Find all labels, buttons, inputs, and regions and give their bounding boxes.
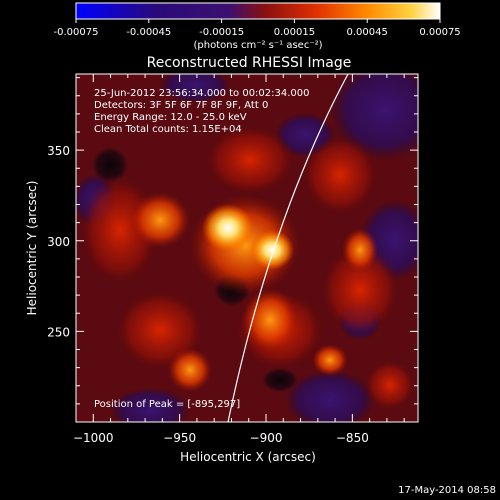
y-tick-label: 250: [47, 325, 70, 339]
info-line: Detectors: 3F 5F 6F 7F 8F 9F, Att 0: [94, 100, 268, 111]
footer-date: 17-May-2014 08:58: [398, 485, 496, 496]
info-line: Clean Total counts: 1.15E+04: [94, 124, 242, 135]
plot-frame: [75, 73, 419, 423]
colorbar-ticks: -0.00075 -0.00045 -0.00015 0.00015 0.00045 0.…: [54, 19, 461, 38]
y-axis-ticks: 250 300 350: [47, 77, 418, 405]
x-axis-label: Heliocentric X (arcsec): [180, 450, 316, 464]
solar-limb-line: [227, 74, 349, 422]
x-tick-label: −950: [163, 431, 196, 445]
colorbar-tick-label: 0.00075: [419, 27, 460, 38]
x-tick-label: −850: [336, 431, 369, 445]
colorbar-gradient: [75, 2, 441, 20]
observation-info: 25-Jun-2012 23:56:34.000 to 00:02:34.000…: [94, 88, 310, 135]
x-tick-label: −900: [250, 431, 283, 445]
plot-title: Reconstructed RHESSI Image: [147, 55, 352, 71]
colorbar-tick-label: 0.00045: [347, 27, 388, 38]
colorbar-unit-label: (photons cm⁻² s⁻¹ asec⁻²): [193, 40, 322, 51]
y-tick-label: 350: [47, 144, 70, 158]
colorbar: -0.00075 -0.00045 -0.00015 0.00015 0.00045 0.…: [54, 2, 461, 51]
y-axis-label: Heliocentric Y (arcsec): [25, 181, 39, 316]
x-tick-label: −1000: [73, 431, 114, 445]
x-axis-ticks: −1000 −950 −900 −850: [73, 74, 405, 445]
info-line: 25-Jun-2012 23:56:34.000 to 00:02:34.000: [94, 88, 310, 99]
colorbar-tick-label: -0.00045: [126, 27, 171, 38]
colorbar-tick-label: -0.00015: [199, 27, 244, 38]
info-line: Energy Range: 12.0 - 25.0 keV: [94, 112, 247, 123]
y-tick-label: 300: [47, 235, 70, 249]
colorbar-tick-label: 0.00015: [274, 27, 315, 38]
peak-position-text: Position of Peak = [-895,297]: [94, 399, 240, 410]
colorbar-tick-label: -0.00075: [54, 27, 99, 38]
solar-image: [75, 73, 419, 423]
